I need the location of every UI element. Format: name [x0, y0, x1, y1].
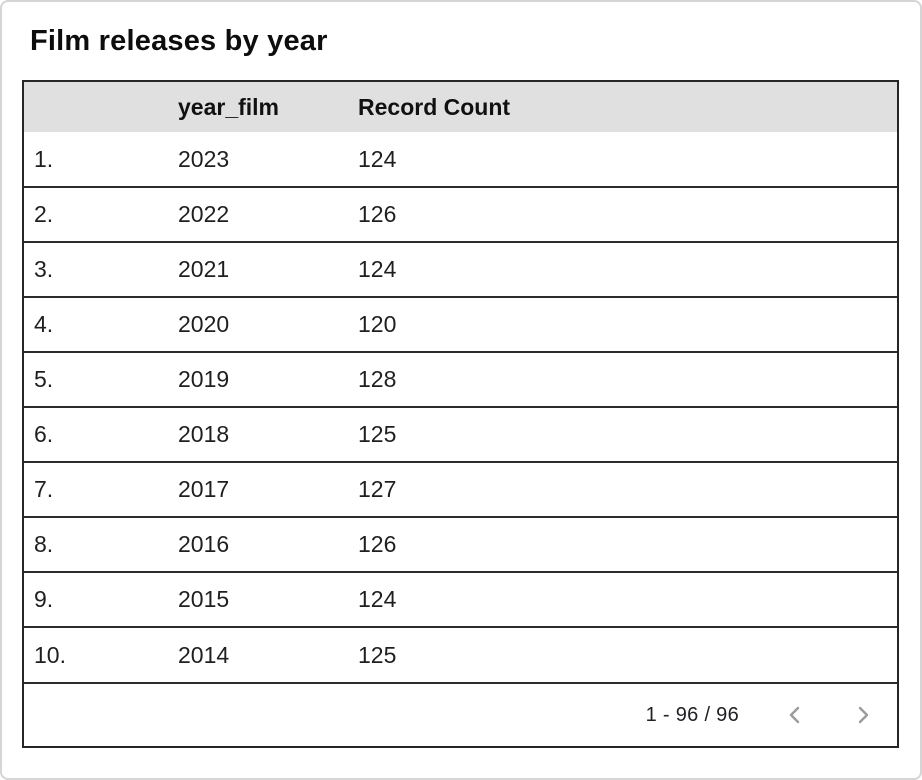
data-table: year_film Record Count 1. 2023 124 2. 20… — [24, 82, 897, 682]
table-row: 7. 2017 127 — [24, 462, 897, 517]
previous-page-button[interactable] — [775, 695, 815, 735]
table-row: 5. 2019 128 — [24, 352, 897, 407]
record-count-cell: 127 — [358, 476, 397, 502]
row-index-cell: 10. — [34, 641, 66, 668]
year-film-cell: 2022 — [178, 201, 230, 227]
record-count-cell: 124 — [358, 586, 397, 612]
year-film-cell: 2020 — [178, 311, 230, 337]
chevron-right-icon — [851, 703, 875, 727]
header-cell-record-count[interactable]: Record Count — [358, 93, 511, 120]
record-count-cell: 125 — [358, 421, 397, 447]
header-row: year_film Record Count — [24, 82, 897, 132]
record-count-cell: 125 — [358, 641, 397, 668]
next-page-button[interactable] — [843, 695, 883, 735]
year-film-cell: 2017 — [178, 476, 230, 502]
table-row: 3. 2021 124 — [24, 242, 897, 297]
year-film-cell: 2015 — [178, 586, 230, 612]
header-cell-year-film[interactable]: year_film — [178, 93, 280, 120]
table-row: 2. 2022 126 — [24, 187, 897, 242]
year-film-cell: 2019 — [178, 366, 230, 392]
chevron-left-icon — [783, 703, 807, 727]
year-film-cell: 2014 — [178, 641, 230, 668]
row-index-cell: 4. — [34, 311, 54, 337]
record-count-cell: 126 — [358, 531, 397, 557]
year-film-cell: 2021 — [178, 256, 230, 282]
pagination-range-label: 1 - 96 / 96 — [645, 703, 739, 726]
row-index-cell: 9. — [34, 586, 54, 612]
record-count-cell: 124 — [358, 145, 397, 172]
row-index-cell: 5. — [34, 366, 54, 392]
row-index-cell: 8. — [34, 531, 54, 557]
record-count-cell: 128 — [358, 366, 397, 392]
row-index-cell: 6. — [34, 421, 54, 447]
film-releases-table: year_film Record Count 1. 2023 124 2. 20… — [22, 80, 899, 748]
table-header: year_film Record Count — [24, 82, 897, 132]
year-film-cell: 2016 — [178, 531, 230, 557]
table-body: 1. 2023 124 2. 2022 126 3. 2021 124 4. 2… — [24, 132, 897, 682]
table-row: 10. 2014 125 — [24, 627, 897, 682]
table-row: 9. 2015 124 — [24, 572, 897, 627]
table-row: 6. 2018 125 — [24, 407, 897, 462]
table-row: 1. 2023 124 — [24, 132, 897, 187]
record-count-cell: 126 — [358, 201, 397, 227]
row-index-cell: 7. — [34, 476, 54, 502]
header-cell-index — [24, 82, 161, 132]
year-film-cell: 2023 — [178, 145, 230, 172]
record-count-cell: 124 — [358, 256, 397, 282]
row-index-cell: 2. — [34, 201, 54, 227]
record-count-cell: 120 — [358, 311, 397, 337]
year-film-cell: 2018 — [178, 421, 230, 447]
table-row: 4. 2020 120 — [24, 297, 897, 352]
row-index-cell: 3. — [34, 256, 54, 282]
row-index-cell: 1. — [34, 145, 54, 172]
pagination-bar: 1 - 96 / 96 — [24, 682, 897, 746]
page-title: Film releases by year — [30, 25, 328, 57]
table-row: 8. 2016 126 — [24, 517, 897, 572]
